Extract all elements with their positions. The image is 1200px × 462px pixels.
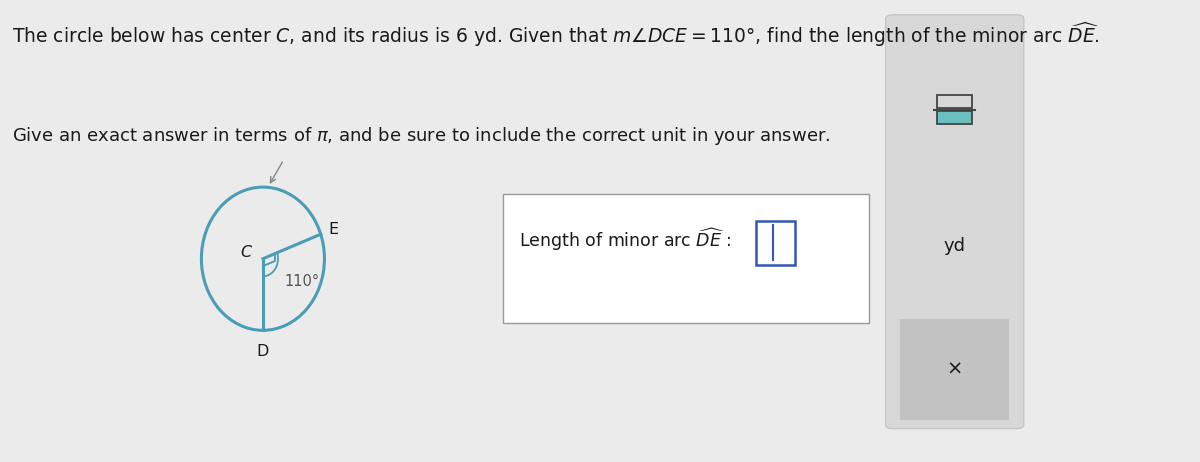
Text: Length of minor arc $\widehat{DE}$ :: Length of minor arc $\widehat{DE}$ : (518, 226, 733, 253)
Text: ×: × (947, 360, 962, 379)
FancyBboxPatch shape (937, 111, 972, 124)
Text: D: D (257, 344, 269, 359)
FancyBboxPatch shape (503, 194, 869, 323)
Text: 110°: 110° (284, 274, 320, 290)
Text: Give an exact answer in terms of $\pi$, and be sure to include the correct unit : Give an exact answer in terms of $\pi$, … (12, 125, 830, 147)
FancyBboxPatch shape (756, 221, 794, 265)
Text: E: E (328, 222, 338, 237)
FancyBboxPatch shape (886, 15, 1024, 429)
Text: C: C (241, 245, 252, 261)
Text: The circle below has center $C$, and its radius is 6 yd. Given that $m\angle DCE: The circle below has center $C$, and its… (12, 21, 1100, 49)
Text: yd: yd (943, 237, 966, 255)
FancyBboxPatch shape (900, 319, 1009, 420)
